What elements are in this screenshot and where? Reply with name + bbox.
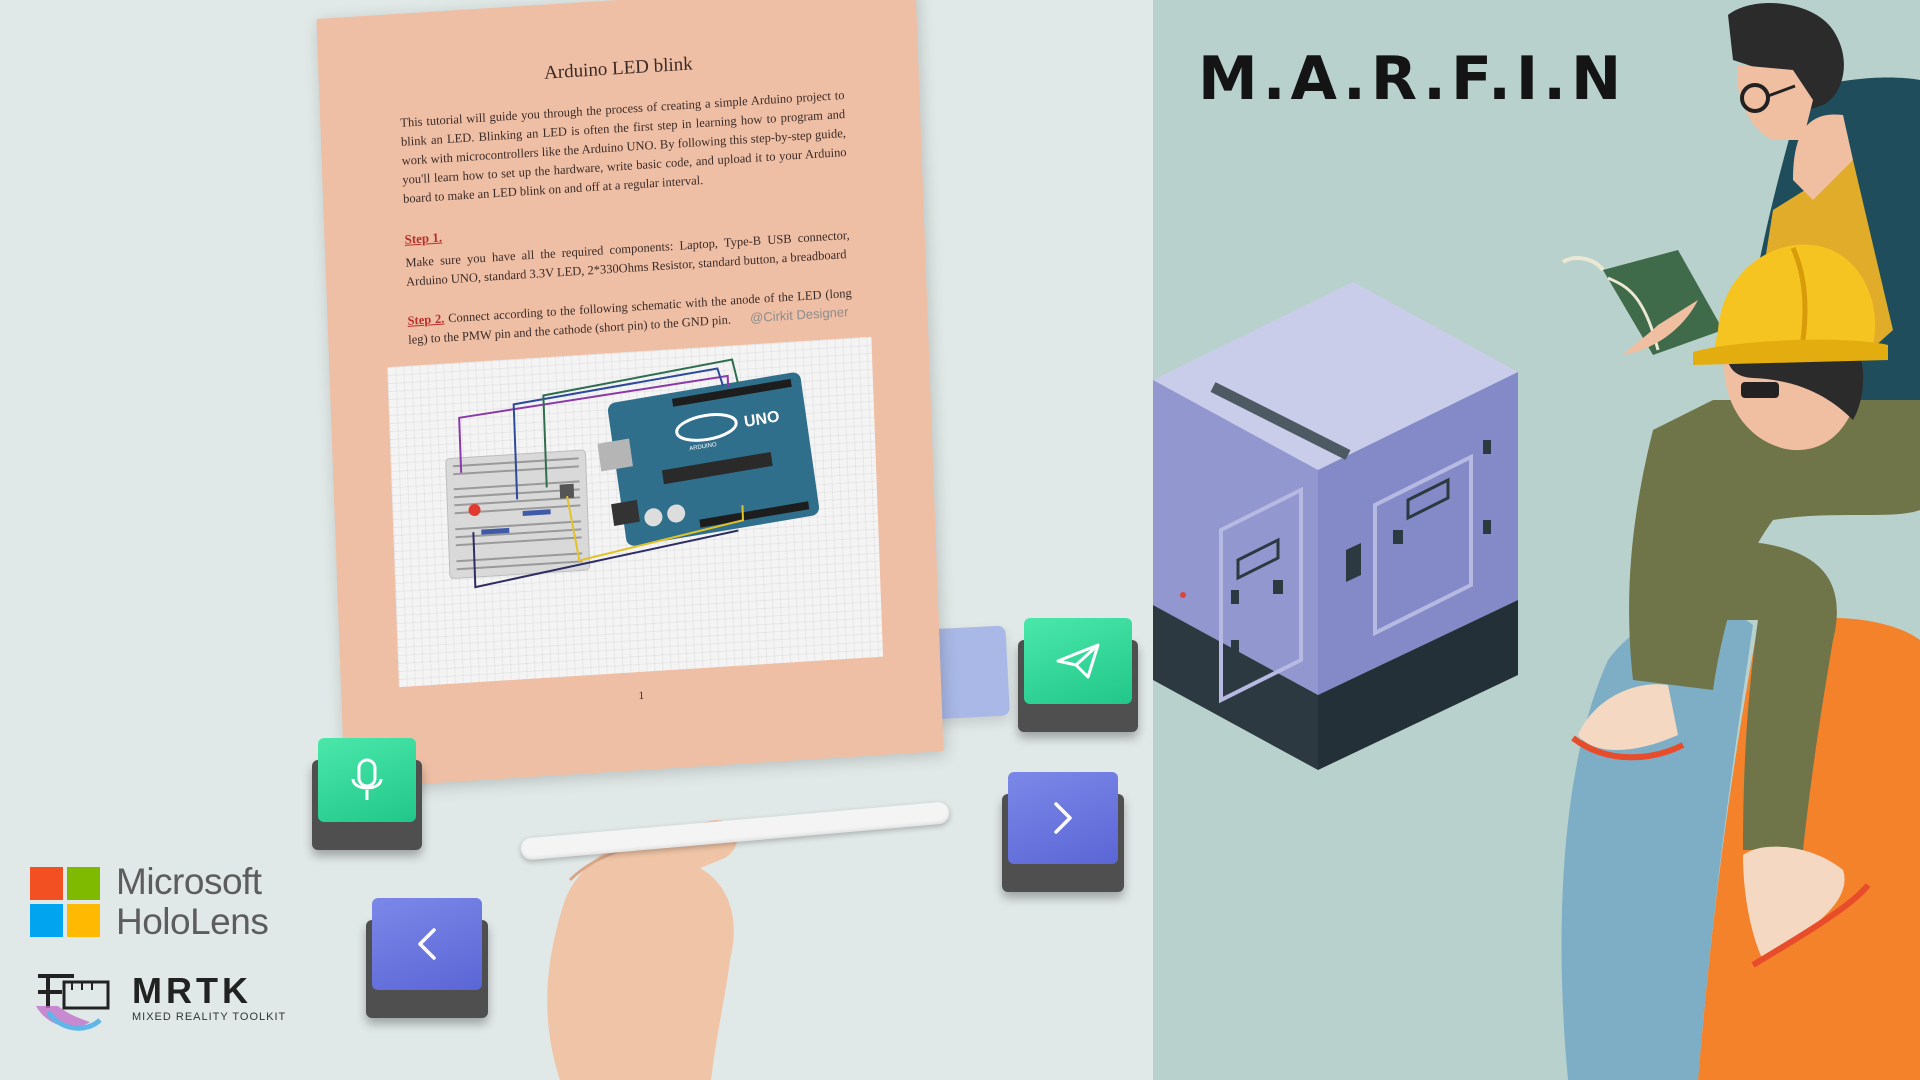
led: [468, 503, 481, 517]
send-icon: [1056, 643, 1100, 679]
wire-green: [542, 358, 739, 488]
wire-blue: [512, 367, 725, 500]
voice-button[interactable]: [312, 738, 422, 850]
wire-ground: [472, 529, 739, 589]
microsoft-hololens-logo: Microsoft HoloLens: [30, 861, 269, 942]
mic-icon: [351, 758, 383, 800]
ar-view: Arduino LED blink This tutorial will gui…: [28, 0, 1138, 1080]
next-page-button[interactable]: [1002, 772, 1124, 892]
push-button: [559, 483, 575, 499]
schematic-drawing: UNO ARDUINO: [445, 358, 820, 589]
arduino-brand-label: ARDUINO: [689, 442, 718, 453]
marfin-title: M.A.R.F.I.N: [1198, 44, 1627, 114]
mrtk-text: MRTK MIXED REALITY TOOLKIT: [132, 970, 287, 1024]
mrtk-subtitle: MIXED REALITY TOOLKIT: [132, 1011, 287, 1023]
voice-button-cap: [318, 738, 416, 822]
document-page: Arduino LED blink This tutorial will gui…: [316, 0, 944, 789]
step-1-text: Make sure you have all the required comp…: [405, 227, 850, 289]
resistor-2: [522, 509, 551, 516]
mrtk-title: MRTK: [132, 970, 252, 1011]
chevron-left-icon: [418, 928, 436, 960]
microsoft-label: Microsoft: [116, 861, 262, 902]
document-intro: This tutorial will guide you through the…: [400, 87, 847, 206]
wire-purple: [458, 374, 730, 473]
previous-page-button[interactable]: [366, 898, 488, 1018]
generator-machine: [1153, 282, 1518, 770]
wire-yellow: [566, 495, 745, 562]
mrtk-logo: MRTK MIXED REALITY TOOLKIT: [28, 962, 286, 1034]
send-button-cap: [1024, 618, 1132, 704]
step-1-label: Step 1.: [404, 229, 443, 247]
uno-label: UNO: [743, 408, 781, 431]
next-page-button-cap: [1008, 772, 1118, 864]
resistor-1: [481, 527, 510, 535]
worker-with-hard-hat: [1571, 244, 1920, 968]
marfin-illustration: [1153, 3, 1920, 1080]
arduino-uno-board: UNO ARDUINO: [597, 372, 820, 546]
hologram-document-panel: Arduino LED blink This tutorial will gui…: [316, 0, 1010, 790]
step-2-label: Step 2.: [407, 311, 445, 328]
hololens-label: HoloLens: [116, 901, 269, 942]
microsoft-hololens-text: Microsoft HoloLens: [116, 861, 269, 942]
mrtk-tools-icon: [36, 974, 110, 1031]
arduino-schematic: @Cirkit Designer: [387, 304, 884, 688]
marfin-illustration-panel: M.A.R.F.I.N: [1153, 0, 1920, 1080]
previous-page-button-cap: [372, 898, 482, 990]
send-button[interactable]: [1018, 618, 1138, 732]
microsoft-squares-icon: [30, 867, 100, 937]
chevron-right-icon: [1054, 802, 1072, 834]
